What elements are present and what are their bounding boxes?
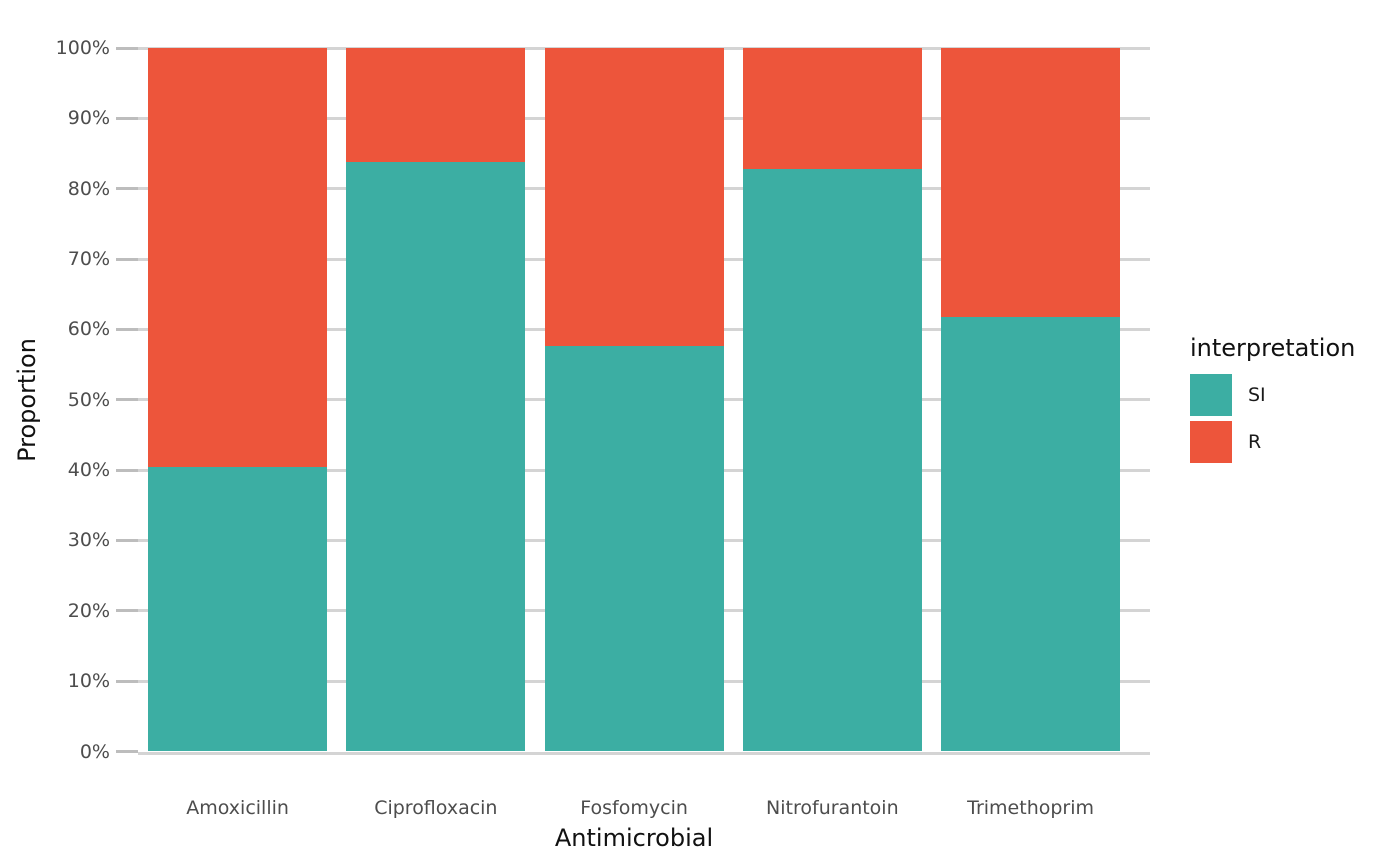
y-tick-label: 10% [67, 670, 110, 693]
x-tick-label: Amoxicillin [186, 797, 289, 819]
y-axis-tick [116, 46, 138, 50]
y-axis-tick [116, 327, 138, 331]
bar-ciprofloxacin-r [346, 48, 526, 162]
legend-title: interpretation [1190, 334, 1356, 362]
legend: interpretation SI R [1190, 334, 1355, 468]
bar-nitrofurantoin-si [742, 169, 922, 752]
y-tick-label: 40% [67, 459, 110, 482]
y-axis-title: Proportion [13, 338, 41, 462]
y-axis-tick [116, 187, 138, 191]
y-tick-label: 0% [79, 740, 110, 763]
y-axis-tick [116, 609, 138, 613]
y-tick-label: 60% [67, 318, 110, 341]
y-axis-tick [116, 538, 138, 542]
bar-amoxicillin-si [148, 467, 328, 752]
y-axis-tick [116, 398, 138, 402]
x-axis-baseline [138, 751, 1150, 755]
legend-key-si [1190, 374, 1232, 416]
y-tick-label: 20% [67, 599, 110, 622]
y-tick-label: 30% [67, 529, 110, 552]
y-axis-tick [116, 679, 138, 683]
y-axis-tick [116, 468, 138, 472]
bar-nitrofurantoin-r [742, 48, 922, 169]
y-tick-label: 70% [67, 248, 110, 271]
bar-fosfomycin-si [544, 345, 724, 752]
y-axis-tick [116, 116, 138, 120]
x-tick-label: Ciprofloxacin [374, 797, 498, 819]
y-axis-tick [116, 257, 138, 261]
legend-key-r [1190, 421, 1232, 463]
bar-trimethoprim-r [941, 48, 1121, 317]
y-axis-tick [116, 750, 138, 753]
x-tick-label: Fosfomycin [580, 797, 688, 819]
legend-item-si: SI [1190, 374, 1355, 416]
y-tick-label: 100% [55, 37, 110, 59]
legend-item-r: R [1190, 421, 1355, 463]
bar-amoxicillin-r [148, 48, 328, 468]
x-axis-title: Antimicrobial [554, 824, 714, 852]
bar-trimethoprim-si [941, 316, 1121, 752]
y-tick-label: 80% [67, 177, 110, 200]
x-tick-label: Trimethoprim [967, 797, 1095, 819]
bar-fosfomycin-r [544, 48, 724, 346]
legend-items: SI R [1190, 374, 1355, 463]
legend-label: R [1248, 431, 1262, 453]
legend-label: SI [1248, 384, 1266, 406]
x-tick-label: Nitrofurantoin [766, 797, 899, 819]
y-tick-label: 50% [67, 388, 110, 411]
bar-ciprofloxacin-si [346, 161, 526, 752]
y-tick-label: 90% [67, 107, 110, 130]
